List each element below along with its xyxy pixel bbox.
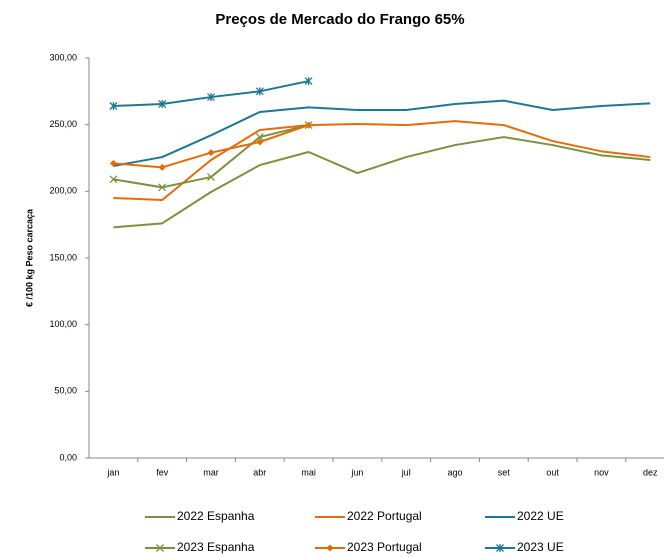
x-tick-label: mai [301, 467, 316, 477]
marker [109, 159, 117, 167]
x-tick-label: fev [156, 467, 169, 477]
marker [158, 163, 166, 171]
x-tick-label: abr [253, 467, 266, 477]
line [113, 136, 651, 229]
x-tick-label: set [498, 467, 511, 477]
legend-label: 2023 Espanha [177, 540, 255, 554]
marker [109, 175, 118, 184]
y-tick-label: 100,00 [49, 319, 77, 329]
marker [255, 87, 264, 96]
line [113, 99, 651, 167]
x-tick-label: jun [350, 467, 363, 477]
x-tick-label: jul [401, 467, 411, 477]
x-tick-label: mar [203, 467, 219, 477]
y-tick-label: 0,00 [59, 452, 77, 462]
marker [326, 544, 334, 552]
marker [158, 100, 167, 108]
x-tick-label: nov [594, 467, 609, 477]
y-tick-label: 200,00 [49, 186, 77, 196]
marker [255, 133, 264, 142]
marker [305, 121, 313, 129]
marker [109, 102, 118, 110]
legend-label: 2023 Portugal [347, 540, 422, 554]
legend-label: 2023 UE [517, 540, 564, 554]
y-tick-label: 250,00 [49, 119, 77, 129]
marker [207, 173, 215, 182]
x-tick-label: jan [106, 467, 119, 477]
y-tick-label: 300,00 [49, 52, 77, 62]
marker [156, 544, 164, 552]
marker [304, 77, 313, 86]
y-tick-label: 50,00 [54, 386, 77, 396]
marker [496, 544, 504, 552]
x-tick-label: out [546, 467, 559, 477]
x-tick-label: ago [447, 467, 462, 477]
marker [207, 149, 215, 157]
y-axis-label: € /100 kg Peso carcaça [24, 208, 34, 307]
legend-label: 2022 UE [517, 509, 564, 523]
legend-label: 2022 Portugal [347, 509, 422, 523]
line [113, 120, 651, 201]
marker [158, 183, 167, 192]
legend-label: 2022 Espanha [177, 509, 255, 523]
y-tick-label: 150,00 [49, 252, 77, 262]
x-tick-label: dez [643, 467, 658, 477]
marker [256, 138, 264, 146]
marker [207, 93, 215, 102]
chart-title: Preços de Mercado do Frango 65% [215, 11, 464, 28]
